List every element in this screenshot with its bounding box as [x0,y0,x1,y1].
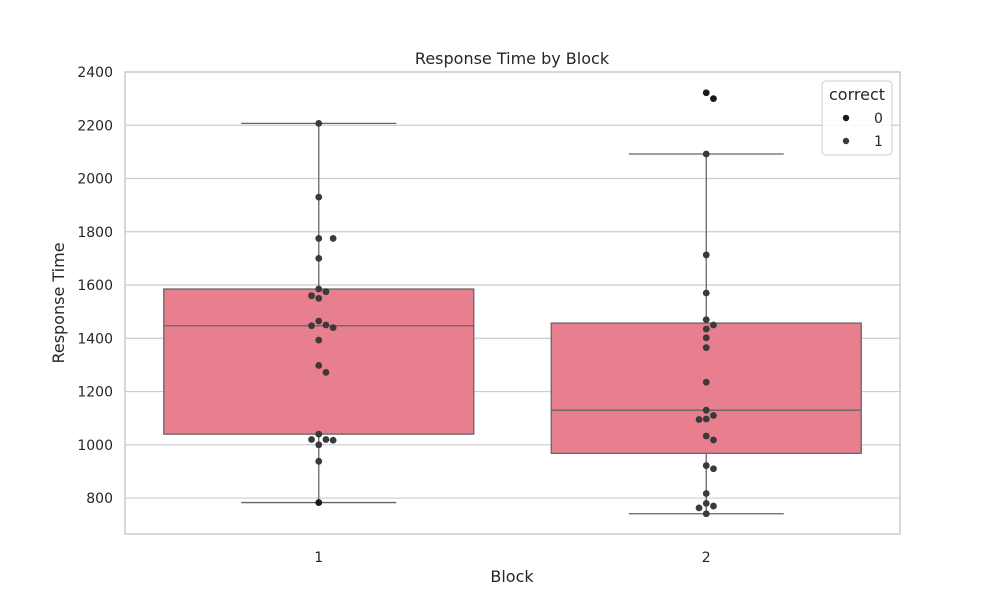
data-point-correct-1 [308,322,315,330]
data-point-correct-1 [702,344,710,352]
legend-marker-0 [842,114,850,122]
data-point-correct-1 [308,292,315,300]
y-tick-label: 2400 [77,65,113,81]
data-point-correct-1 [710,436,717,444]
data-point-correct-1 [315,441,323,449]
data-point-correct-1 [702,150,710,158]
legend-label-0: 0 [874,111,883,127]
y-tick-label: 1600 [77,278,113,294]
plot-frame [124,71,901,535]
data-point-correct-1 [315,362,323,369]
data-point-correct-1 [695,416,703,423]
y-tick-label: 1800 [77,225,113,241]
data-point-correct-1 [702,510,710,518]
boxes [163,122,862,515]
data-point-correct-1 [702,490,710,497]
data-points [308,89,717,518]
data-point-correct-1 [322,288,330,296]
y-tick-labels: 800 1000 1200 1400 1600 1800 2000 2200 2400 [77,65,113,507]
data-point-correct-1 [710,465,717,473]
y-tick-label: 2200 [77,118,113,134]
data-point-correct-1 [329,235,337,242]
y-tick-label: 1400 [77,331,113,347]
data-point-correct-1 [702,316,710,324]
data-point-correct-1 [322,368,330,376]
data-point-correct-1 [710,502,717,510]
y-tick-label: 2000 [77,172,113,188]
legend-marker-1 [842,137,850,145]
data-point-correct-1 [329,324,337,332]
data-point-correct-1 [702,289,710,297]
y-tick-label: 800 [86,491,113,507]
chart-title: Response Time by Block [415,49,610,68]
legend-title: correct [829,85,885,104]
data-point-correct-1 [315,294,323,302]
data-point-correct-1 [315,317,323,325]
data-point-correct-1 [695,504,703,512]
y-axis-label: Response Time [49,242,68,363]
data-point-correct-1 [308,436,315,443]
x-tick-label: 1 [314,550,323,566]
y-tick-label: 1200 [77,385,113,401]
data-point-correct-1 [315,254,323,262]
legend-frame [821,80,893,156]
data-point-correct-1 [702,251,710,259]
data-point-correct-1 [315,430,323,438]
data-point-correct-1 [315,235,323,242]
legend-label-1: 1 [874,134,883,150]
legend: correct 0 1 [821,80,893,156]
data-point-correct-0 [315,499,323,506]
data-point-correct-1 [702,499,710,507]
data-point-correct-0 [702,89,710,97]
data-point-correct-1 [322,436,330,443]
data-point-correct-1 [702,406,710,414]
data-point-correct-1 [315,336,323,344]
data-point-correct-1 [702,334,710,342]
x-tick-label: 2 [702,550,711,566]
data-point-correct-1 [702,325,710,333]
data-point-correct-1 [710,321,717,329]
data-point-correct-0 [710,95,717,103]
data-point-correct-1 [329,436,337,444]
data-point-correct-1 [315,193,323,201]
data-point-correct-1 [702,378,710,386]
data-point-correct-1 [702,415,710,423]
data-point-correct-1 [315,119,323,127]
x-axis-label: Block [490,567,534,586]
data-point-correct-1 [710,412,717,419]
y-tick-label: 1000 [77,438,113,454]
data-point-correct-1 [702,432,710,440]
data-point-correct-1 [702,462,710,469]
box-iqr [163,288,475,435]
data-point-correct-1 [322,321,330,329]
data-point-correct-1 [315,457,323,465]
data-point-correct-1 [315,285,323,293]
